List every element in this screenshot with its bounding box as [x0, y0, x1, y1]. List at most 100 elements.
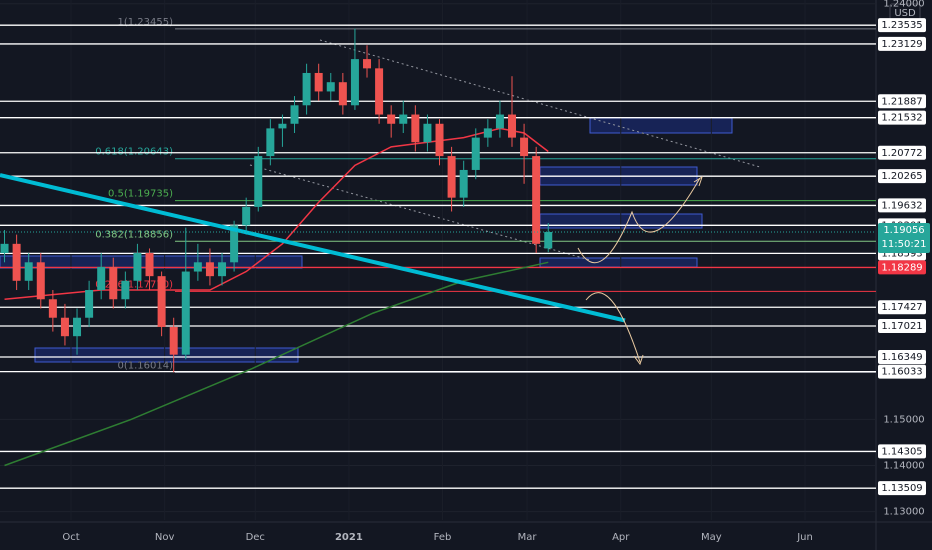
candle-body	[314, 72, 323, 92]
y-tick-label: 1.24000	[883, 0, 924, 10]
level-label: 1.13509	[881, 483, 922, 494]
candle-body	[230, 225, 239, 263]
candle-body	[60, 317, 69, 337]
level-tag	[878, 364, 926, 379]
x-tick-label: Nov	[155, 532, 175, 543]
x-tick-label: Feb	[434, 532, 452, 543]
candle-body	[338, 82, 347, 106]
candle-body	[205, 262, 214, 277]
candle-body	[266, 128, 275, 157]
candle-body	[387, 114, 396, 124]
moving-average	[4, 261, 549, 467]
candle-body	[48, 299, 57, 318]
x-tick-label: Jun	[796, 532, 813, 543]
level-tag	[878, 481, 926, 496]
candle-body	[24, 262, 33, 281]
level-label: 1.23129	[881, 39, 922, 50]
y-tick-label: 1.13000	[883, 507, 924, 518]
trendline	[0, 173, 626, 323]
fib-label: 0.5(1.19735)	[108, 189, 173, 200]
candle-body	[85, 290, 94, 318]
candle-body	[447, 156, 456, 198]
fib-label: 0.236(1.17770)	[95, 279, 173, 290]
level-label: 1.14305	[881, 446, 922, 457]
projections	[577, 175, 703, 366]
level-label: 1.21887	[881, 96, 922, 107]
last-price-label: 1.19056	[883, 225, 924, 236]
fib-label: 0.382(1.18856)	[95, 229, 173, 240]
level-label: 1.19632	[881, 200, 922, 211]
level-tag	[878, 18, 926, 33]
candle-body	[157, 276, 166, 327]
candle-body	[350, 59, 359, 106]
level-label: 1.23535	[881, 20, 922, 31]
x-tick-label: 2021	[335, 532, 363, 543]
candle-body	[544, 232, 553, 249]
candle-body	[375, 68, 384, 115]
x-tick-label: Dec	[246, 532, 265, 543]
candle-body	[423, 123, 432, 143]
candle-body	[12, 243, 21, 281]
candle-body	[169, 326, 178, 355]
level-tag	[878, 94, 926, 109]
candle-body	[459, 169, 468, 198]
candle-body	[399, 114, 408, 124]
currency: USD	[894, 8, 916, 19]
candle-body	[121, 280, 130, 300]
candle-body	[109, 266, 118, 300]
x-tick-label: Mar	[518, 532, 538, 543]
zone	[539, 257, 698, 268]
candle-body	[363, 59, 372, 69]
y-tick-label: 1.15000	[883, 414, 924, 425]
candle-body	[254, 156, 263, 207]
level-label: 1.21532	[881, 113, 922, 124]
candle-body	[326, 82, 335, 92]
candle-body	[0, 243, 9, 254]
level-tag	[878, 318, 926, 333]
arrow-head	[693, 175, 703, 187]
level-tag	[878, 110, 926, 125]
candle-body	[278, 123, 287, 129]
channel	[249, 39, 761, 261]
candle-body	[471, 137, 480, 170]
level-tag	[878, 145, 926, 160]
level-tag	[878, 198, 926, 213]
moving-average	[4, 127, 549, 301]
candle-body	[483, 128, 492, 138]
candle-body	[242, 206, 251, 226]
last-price-tag	[878, 223, 930, 254]
candle-body	[435, 123, 444, 157]
x-tick-label: Oct	[62, 532, 79, 543]
candle-body	[36, 262, 45, 300]
projection-arrow	[577, 177, 701, 264]
candle-body	[411, 114, 420, 143]
level-label: 1.17427	[881, 302, 922, 313]
zone	[589, 117, 733, 134]
y-tick-label: 1.14000	[883, 461, 924, 472]
candle-body	[520, 137, 529, 157]
candle-body	[532, 156, 541, 244]
level-tag	[878, 169, 926, 184]
level-label: 1.16033	[881, 367, 922, 378]
level-label: 1.17021	[881, 321, 922, 332]
candle-body	[302, 72, 311, 106]
level-label: 1.18593	[881, 248, 922, 259]
level-tag	[878, 260, 926, 275]
x-tick-label: May	[701, 532, 722, 543]
candle-body	[181, 271, 190, 355]
projection-arrow	[585, 292, 641, 363]
level-tag	[878, 36, 926, 51]
level-label: 1.20265	[881, 171, 922, 182]
candle-body	[508, 114, 517, 138]
candle-body	[218, 262, 227, 277]
candle-body	[133, 253, 142, 281]
zone	[34, 347, 299, 363]
fib-label: 1(1.23455)	[117, 17, 173, 28]
candle-body	[290, 105, 299, 124]
level-label: 1.18289	[881, 262, 922, 273]
level-tag	[878, 300, 926, 315]
arrow-head	[633, 354, 644, 366]
candle-body	[73, 317, 82, 337]
